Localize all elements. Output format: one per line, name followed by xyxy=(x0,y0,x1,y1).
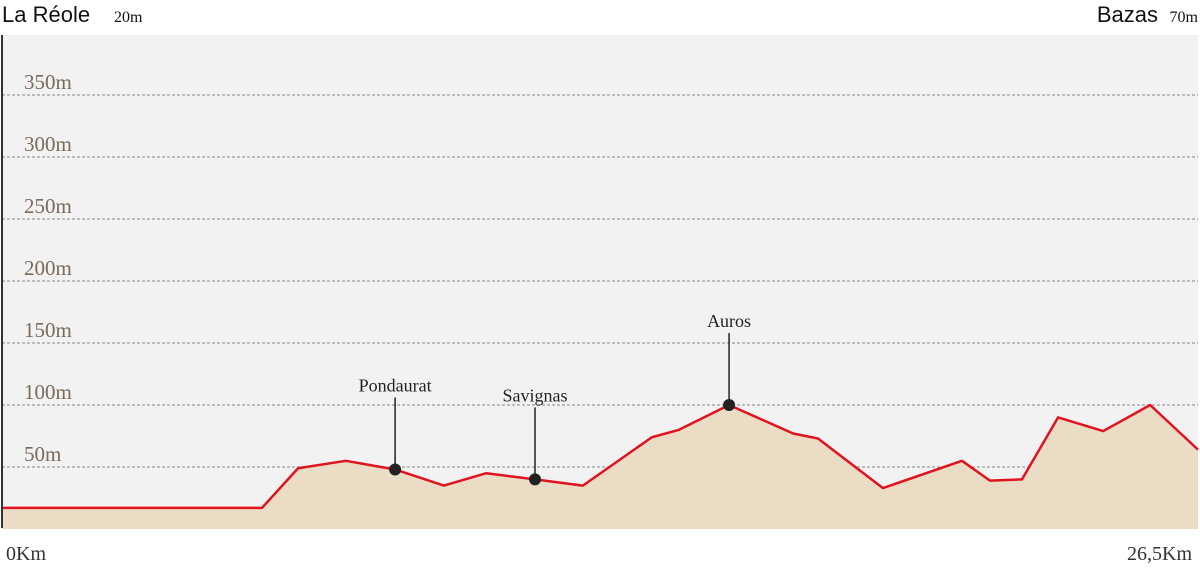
marker-label: Savignas xyxy=(503,385,568,405)
marker-label: Auros xyxy=(707,311,751,331)
marker-dot xyxy=(723,399,736,411)
x-tick-label: 26,5Km xyxy=(1127,543,1192,565)
end-name: Bazas xyxy=(1097,2,1158,27)
y-tick-label: 150m xyxy=(24,318,72,342)
y-tick-label: 250m xyxy=(24,194,72,218)
y-tick-label: 350m xyxy=(24,70,72,94)
y-tick-label: 100m xyxy=(24,380,72,404)
marker-dot xyxy=(389,463,402,476)
y-tick-label: 200m xyxy=(24,256,72,280)
area-fill xyxy=(2,405,1198,529)
y-tick-label: 50m xyxy=(24,442,61,466)
y-tick-label: 300m xyxy=(24,132,72,156)
marker-label: Pondaurat xyxy=(359,375,432,395)
end-elevation: 70m xyxy=(1170,9,1199,26)
marker-dot xyxy=(529,473,542,486)
start-elevation: 20m xyxy=(114,9,143,26)
start-name: La Réole xyxy=(2,2,90,27)
x-tick-label: 0Km xyxy=(6,543,46,565)
elevation-line xyxy=(2,403,1199,510)
